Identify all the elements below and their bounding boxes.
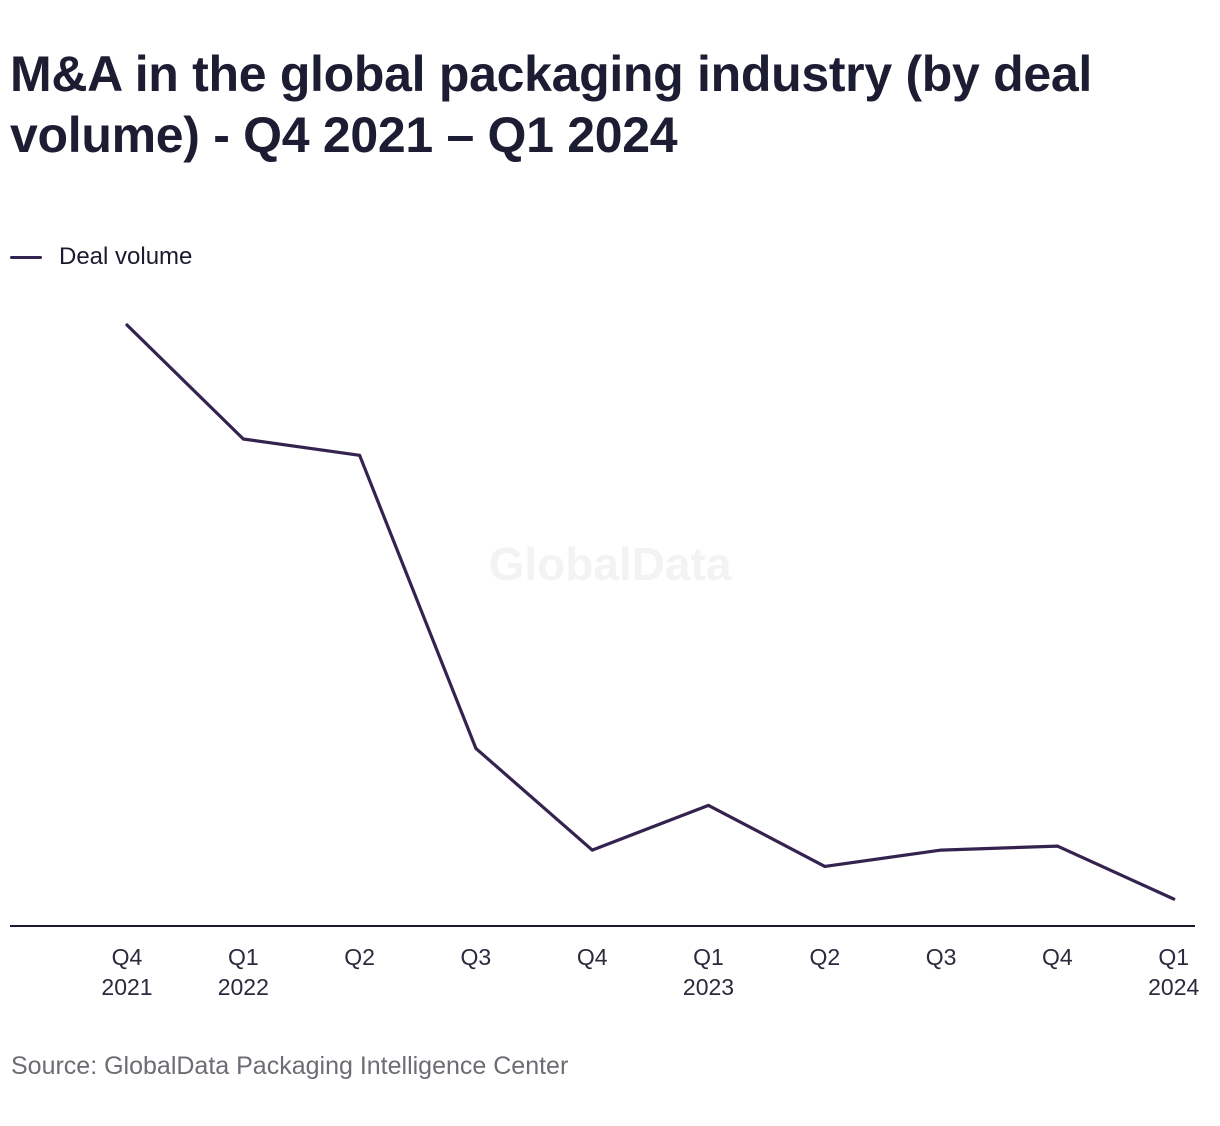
series-layer <box>125 323 1176 901</box>
x-tick-year: 2023 <box>683 974 734 1000</box>
x-tick-quarter: Q4 <box>577 944 608 970</box>
x-tick-year: 2024 <box>1148 974 1199 1000</box>
data-point <box>125 323 129 327</box>
x-tick-quarter: Q1 <box>693 944 724 970</box>
x-tick-labels: Q4 2021 Q1 2022 Q2 Q3 Q4 Q1 2023 Q2 Q3 Q4 Q1 2024 <box>101 944 1199 1000</box>
data-point <box>1055 844 1059 848</box>
data-point <box>939 848 943 852</box>
data-point <box>241 437 245 441</box>
source-note: Source: GlobalData Packaging Intelligenc… <box>11 1052 569 1080</box>
legend: Deal volume <box>10 240 192 274</box>
data-point <box>1172 897 1176 901</box>
data-point <box>474 746 478 750</box>
series-line-deal-volume <box>125 323 1176 901</box>
x-tick-year: 2022 <box>218 974 269 1000</box>
x-tick-quarter: Q1 <box>1158 944 1189 970</box>
x-tick-quarter: Q2 <box>344 944 375 970</box>
x-tick-quarter: Q3 <box>926 944 957 970</box>
x-tick-quarter: Q3 <box>461 944 492 970</box>
x-tick-quarter: Q4 <box>1042 944 1073 970</box>
data-point <box>823 864 827 868</box>
watermark: GlobalData <box>489 538 732 590</box>
data-point <box>358 453 362 457</box>
chart-title: M&A in the global packaging industry (by… <box>10 46 1092 163</box>
x-tick-quarter: Q2 <box>809 944 840 970</box>
legend-label: Deal volume <box>59 243 193 270</box>
data-point <box>707 803 710 807</box>
data-point <box>590 848 594 852</box>
x-tick-year: 2021 <box>101 974 152 1000</box>
x-tick-quarter: Q1 <box>228 944 259 970</box>
x-tick-quarter: Q4 <box>112 944 143 970</box>
legend-swatch <box>10 255 42 259</box>
